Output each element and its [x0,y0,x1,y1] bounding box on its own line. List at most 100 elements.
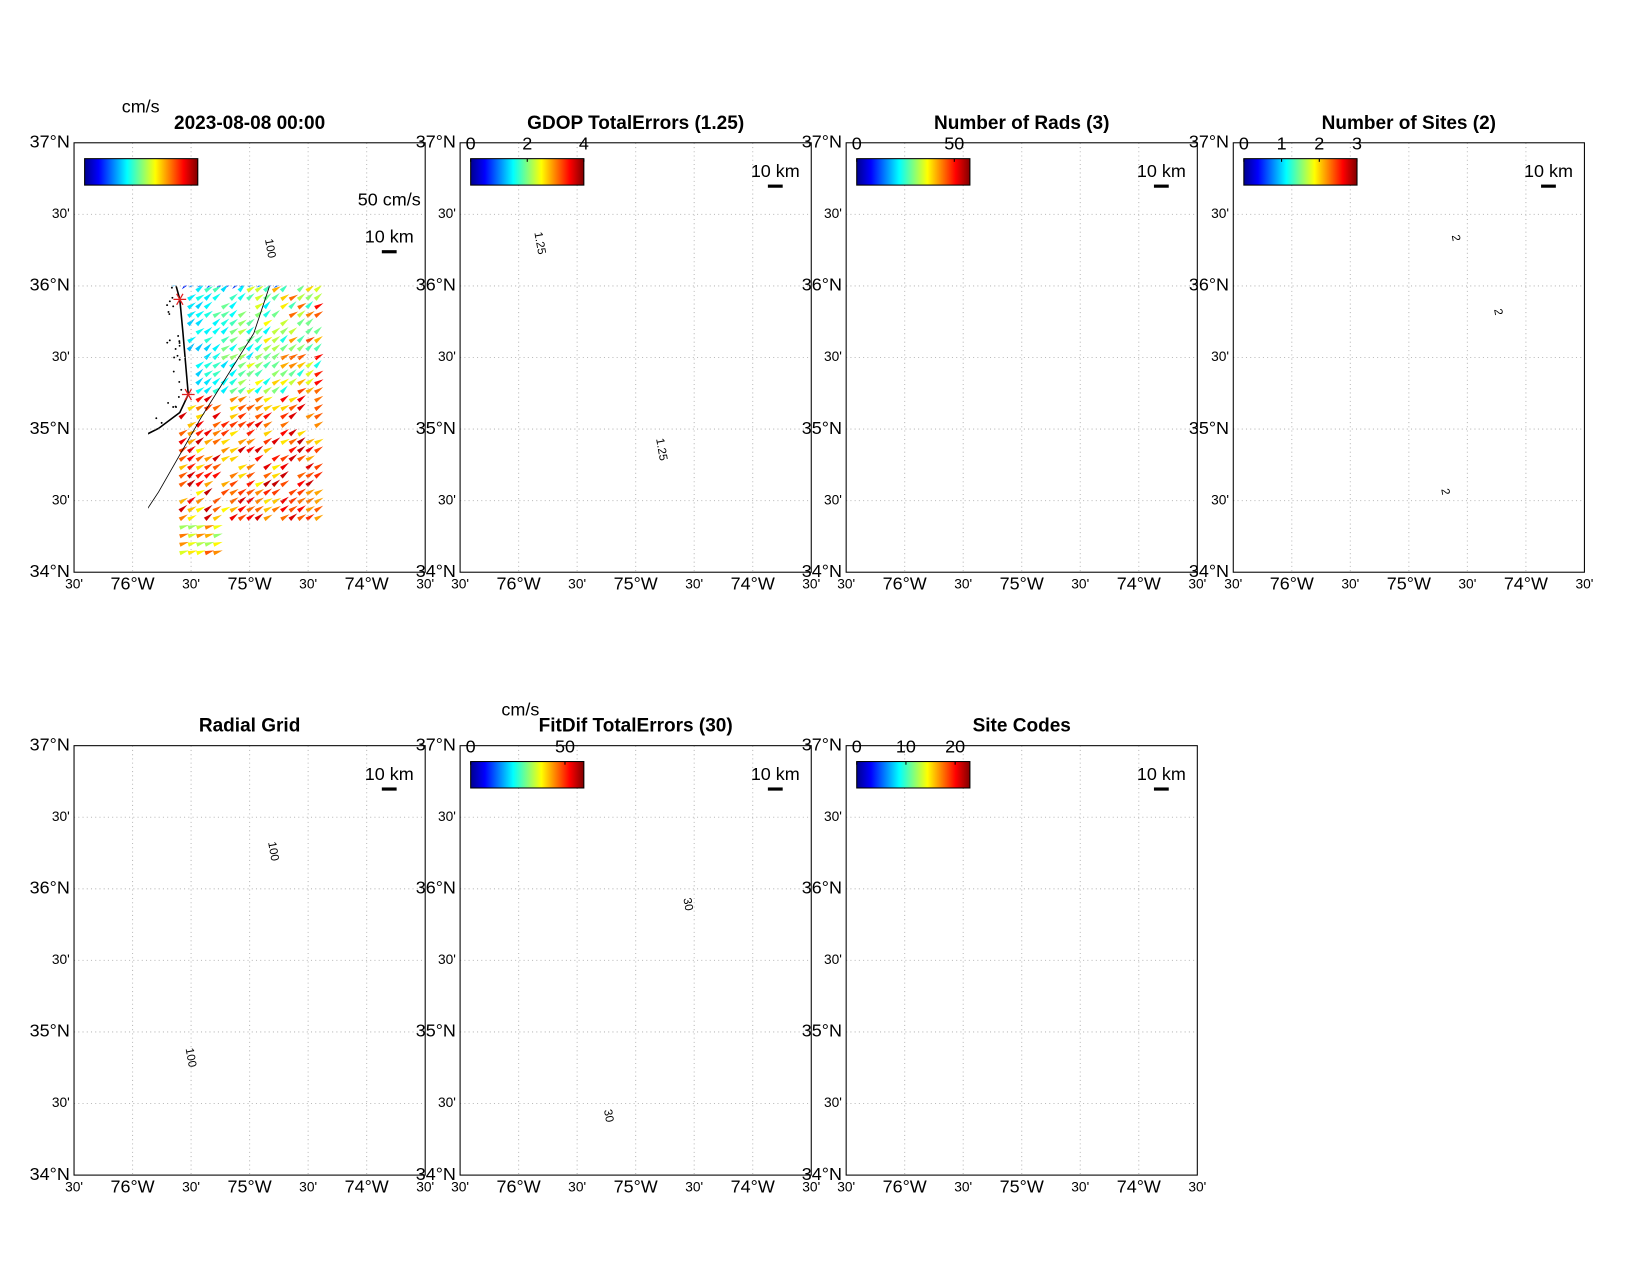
field-cell [1083,227,1092,236]
field-cell [1049,481,1058,490]
field-cell [722,422,731,431]
field-cell [1142,354,1151,363]
field-cell [1563,354,1572,363]
field-cell [1343,430,1352,439]
field-cell [731,371,740,380]
field-cell [1041,354,1050,363]
field-cell [1343,337,1352,346]
coast-dot [553,297,555,299]
coast-dot [120,439,122,441]
field-cell [1360,194,1369,203]
field-cell [1555,143,1564,152]
current-arrow [263,515,272,522]
field-cell [477,524,486,533]
field-cell [1176,414,1185,423]
field-cell [1513,439,1522,448]
field-cell [1066,515,1075,524]
scale-bar-label: 10 km [751,161,800,181]
field-cell [756,380,765,389]
field-cell [1555,405,1564,414]
field-cell [1343,312,1352,321]
field-cell [939,490,948,499]
field-cell [485,490,494,499]
field-cell [1462,447,1471,456]
lon-tick-label: 76°W [883,574,927,594]
field-cell [1142,287,1151,296]
current-arrow [199,230,207,238]
coast-dot [133,156,135,158]
field-cell [528,481,537,490]
field-cell [1168,143,1177,152]
field-cell [922,524,931,533]
field-cell [1049,371,1058,380]
field-cell [1369,464,1378,473]
site-marker [563,294,569,305]
field-cell [612,397,621,406]
field-cell [1352,414,1361,423]
field-cell [1083,346,1092,355]
field-cell [1479,194,1488,203]
coast-dot [531,227,533,229]
field-cell [1100,447,1109,456]
current-arrow [172,188,181,195]
field-cell [1058,507,1067,516]
current-arrow [231,213,240,220]
field-cell [1546,481,1555,490]
field-cell [1386,363,1395,372]
field-cell [1301,456,1310,465]
field-cell [1326,481,1335,490]
field-cell [956,337,965,346]
field-cell [1168,414,1177,423]
field-cell [765,439,774,448]
field-cell [1032,304,1041,313]
field-cell [931,498,940,507]
field-cell [604,422,613,431]
field-cell [731,363,740,372]
field-cell [1233,532,1242,541]
current-arrow [273,272,282,279]
field-cell [1066,346,1075,355]
field-cell [1142,337,1151,346]
field-cell [1411,507,1420,516]
field-cell [872,524,881,533]
field-cell [1075,227,1084,236]
field-cell [1394,337,1403,346]
field-cell [1024,481,1033,490]
field-cell [773,287,782,296]
field-cell [990,532,999,541]
field-cell [1259,481,1268,490]
field-cell [905,490,914,499]
field-cell [731,439,740,448]
field-cell [595,219,604,228]
field-cell [1108,329,1117,338]
current-arrow [266,230,274,238]
field-cell [1335,270,1344,279]
field-cell [1309,219,1318,228]
field-cell [1386,219,1395,228]
field-cell [1168,540,1177,549]
current-arrow [179,542,189,547]
field-cell [460,481,469,490]
field-cell [1479,168,1488,177]
field-cell [1343,270,1352,279]
field-cell [570,219,579,228]
field-cell [1555,524,1564,533]
field-cell [1058,253,1067,262]
field-cell [553,498,562,507]
field-cell [1024,304,1033,313]
field-cell [621,397,630,406]
field-cell [1369,405,1378,414]
current-arrow [229,514,238,521]
field-cell [1117,227,1126,236]
field-cell [1066,549,1075,558]
field-cell [1176,481,1185,490]
field-cell [1108,532,1117,541]
field-cell [1572,143,1581,152]
current-arrow [263,337,272,344]
field-cell [1176,557,1185,566]
field-cell [1049,177,1058,186]
field-cell [998,388,1007,397]
field-cell [1326,185,1335,194]
current-arrow [272,464,281,470]
current-arrow [223,272,232,279]
